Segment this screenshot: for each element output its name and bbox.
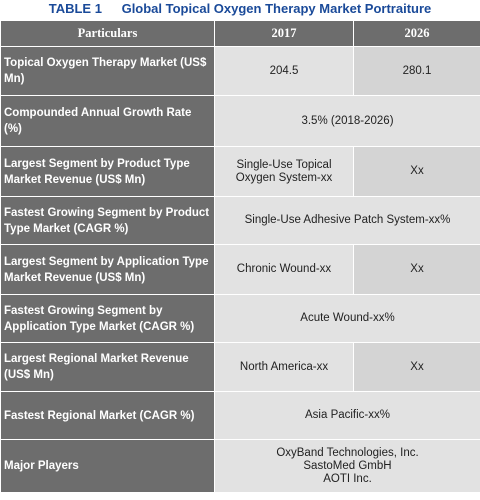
header-particulars: Particulars	[0, 20, 215, 47]
table-row: Largest Regional Market Revenue (US$ Mn)…	[0, 342, 480, 392]
value-2026: Xx	[353, 244, 480, 295]
table-row: Compounded Annual Growth Rate (%) 3.5% (…	[0, 95, 480, 147]
header-2026: 2026	[353, 20, 480, 47]
value-2026: Xx	[353, 146, 480, 197]
value-2026: Xx	[353, 342, 480, 392]
player-name: OxyBand Technologies, Inc.	[276, 446, 419, 459]
value-2017: Single-Use Topical Oxygen System-xx	[214, 146, 354, 197]
value-merged: Asia Pacific-xx%	[214, 391, 480, 440]
header-2017: 2017	[214, 20, 354, 47]
value-2026: 280.1	[353, 46, 480, 96]
value-merged: Acute Wound-xx%	[214, 294, 480, 343]
value-merged: Single-Use Adhesive Patch System-xx%	[214, 196, 480, 245]
value-2017: 204.5	[214, 46, 354, 96]
header-row: Particulars 2017 2026	[0, 20, 480, 47]
table-number: TABLE 1	[48, 1, 102, 16]
row-label: Largest Segment by Application Type Mark…	[0, 244, 215, 295]
player-name: SastoMed GmbH	[303, 459, 392, 472]
market-portraiture-table: Particulars 2017 2026 Topical Oxygen The…	[0, 20, 480, 493]
table-row: Largest Segment by Application Type Mark…	[0, 244, 480, 295]
row-label: Fastest Growing Segment by Product Type …	[0, 196, 215, 245]
table-row: Fastest Growing Segment by Product Type …	[0, 196, 480, 245]
table-row: Topical Oxygen Therapy Market (US$ Mn) 2…	[0, 46, 480, 96]
table-row: Fastest Growing Segment by Application T…	[0, 294, 480, 343]
table-row: Major Players OxyBand Technologies, Inc.…	[0, 439, 480, 493]
row-label: Fastest Growing Segment by Application T…	[0, 294, 215, 343]
value-merged: 3.5% (2018-2026)	[214, 95, 480, 147]
table-title: TABLE 1 Global Topical Oxygen Therapy Ma…	[0, 0, 480, 20]
row-label: Fastest Regional Market (CAGR %)	[0, 391, 215, 440]
player-name: AOTI Inc.	[323, 472, 372, 485]
table-title-text: Global Topical Oxygen Therapy Market Por…	[121, 1, 432, 16]
table-row: Largest Segment by Product Type Market R…	[0, 146, 480, 197]
row-label: Compounded Annual Growth Rate (%)	[0, 95, 215, 147]
row-label: Topical Oxygen Therapy Market (US$ Mn)	[0, 46, 215, 96]
major-players-cell: OxyBand Technologies, Inc. SastoMed GmbH…	[214, 439, 480, 493]
value-2017: Chronic Wound-xx	[214, 244, 354, 295]
table-row: Fastest Regional Market (CAGR %) Asia Pa…	[0, 391, 480, 440]
value-2017: North America-xx	[214, 342, 354, 392]
row-label: Largest Regional Market Revenue (US$ Mn)	[0, 342, 215, 392]
row-label: Largest Segment by Product Type Market R…	[0, 146, 215, 197]
row-label: Major Players	[0, 439, 215, 493]
